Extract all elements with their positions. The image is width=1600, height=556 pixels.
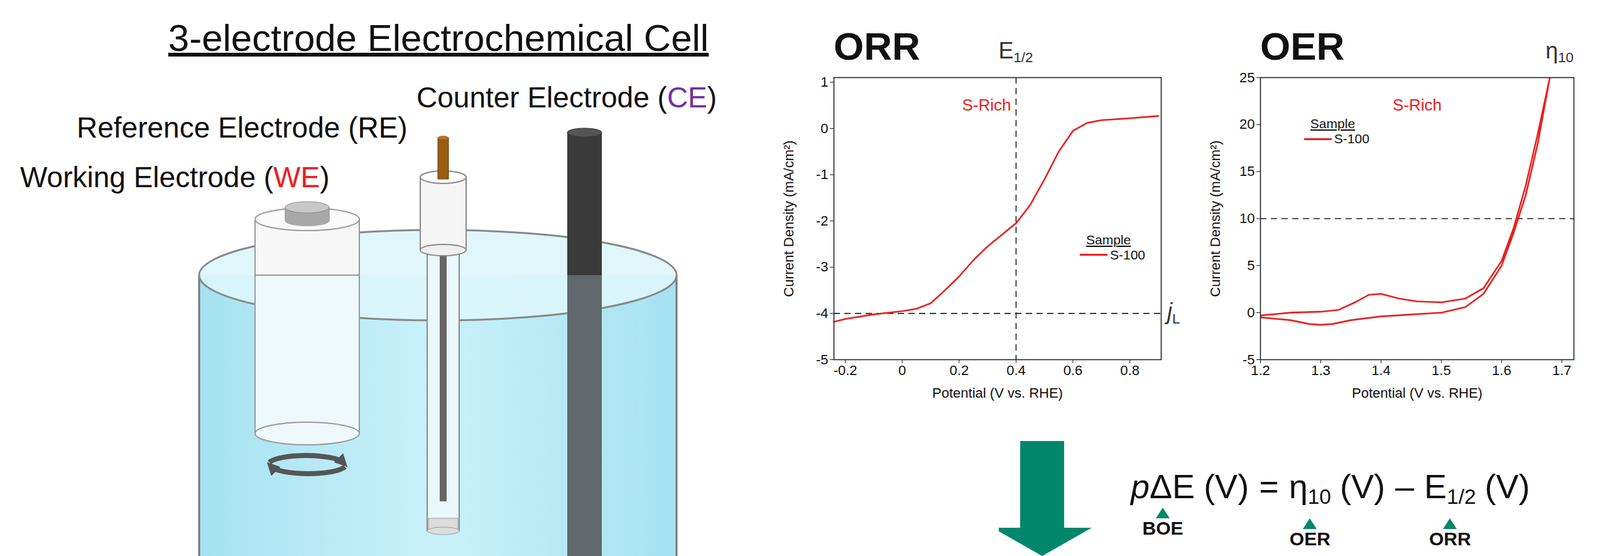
svg-text:1.2: 1.2: [1250, 362, 1271, 379]
svg-text:25: 25: [1239, 69, 1255, 86]
svg-text:Current Density (mA/cm²): Current Density (mA/cm²): [780, 140, 797, 297]
svg-text:1.7: 1.7: [1552, 362, 1572, 379]
svg-text:-0.2: -0.2: [833, 362, 858, 379]
svg-text:5: 5: [1246, 257, 1255, 274]
html-text:η10: η10: [1545, 37, 1574, 66]
html-text:Sample: Sample: [1086, 232, 1131, 247]
svg-text:15: 15: [1239, 163, 1255, 180]
svg-text:-5: -5: [1242, 351, 1255, 368]
html-text:OER: OER: [1260, 24, 1345, 68]
html-text:E1/2: E1/2: [998, 37, 1034, 66]
svg-text:-1: -1: [816, 166, 829, 183]
svg-text:-4: -4: [816, 305, 829, 322]
html-text:BOE: BOE: [1142, 517, 1184, 539]
svg-text:S-Rich: S-Rich: [1392, 95, 1442, 115]
html-text:p ΔE: p ΔE: [1130, 467, 1195, 506]
html-text:S-100: S-100: [1110, 247, 1146, 262]
html-text:(V) = η10: (V) = η10: [1203, 467, 1332, 509]
svg-text:0: 0: [820, 120, 828, 137]
svg-text:-5: -5: [816, 351, 829, 368]
html-text:S-100: S-100: [1334, 131, 1370, 146]
svg-text:-2: -2: [816, 212, 829, 229]
svg-text:1: 1: [820, 74, 828, 90]
svg-text:1.3: 1.3: [1311, 362, 1331, 379]
svg-text:0.6: 0.6: [1063, 362, 1083, 379]
svg-text:0.2: 0.2: [949, 362, 970, 379]
html-text:Counter Electrode (CE): Counter Electrode (CE): [416, 81, 717, 114]
svg-text:20: 20: [1239, 116, 1255, 132]
html-text:jL: jL: [1167, 298, 1180, 327]
svg-text:0: 0: [1246, 304, 1255, 321]
svg-text:S-Rich: S-Rich: [961, 95, 1011, 115]
svg-text:1.6: 1.6: [1491, 362, 1512, 379]
html-text:OER: OER: [1289, 528, 1331, 550]
svg-text:Potential (V vs. RHE): Potential (V vs. RHE): [932, 385, 1063, 401]
html-text:(V) – E1/2: (V) – E1/2: [1339, 467, 1476, 509]
svg-text:1.4: 1.4: [1371, 362, 1391, 379]
svg-text:0.8: 0.8: [1120, 362, 1140, 379]
svg-text:-3: -3: [816, 258, 829, 275]
svg-text:Potential (V vs. RHE): Potential (V vs. RHE): [1351, 385, 1483, 401]
html-text:ORR: ORR: [1429, 528, 1471, 550]
svg-text:10: 10: [1239, 210, 1255, 227]
svg-text:Current Density (mA/cm²): Current Density (mA/cm²): [1207, 140, 1224, 297]
svg-text:0: 0: [898, 362, 906, 379]
html-text:Reference Electrode (RE): Reference Electrode (RE): [76, 111, 408, 144]
html-text:Working Electrode (WE): Working Electrode (WE): [20, 160, 330, 194]
html-text:(V): (V): [1484, 467, 1530, 506]
svg-text:0.4: 0.4: [1006, 362, 1026, 379]
html-text:Sample: Sample: [1310, 116, 1356, 131]
svg-text:1.5: 1.5: [1431, 362, 1452, 379]
html-text:ORR: ORR: [833, 24, 921, 68]
html-text:3-electrode Electrochemical Ce: 3-electrode Electrochemical Cell: [168, 16, 709, 60]
